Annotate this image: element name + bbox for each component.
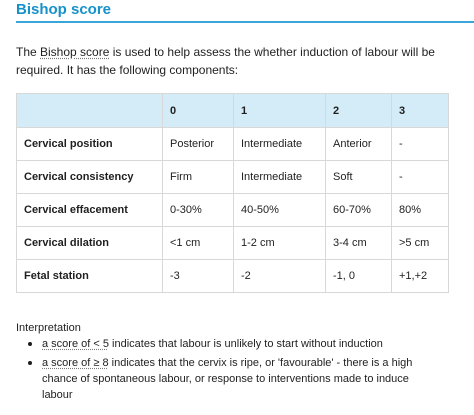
bishop-score-table: 0 1 2 3 Cervical position Posterior Inte… <box>16 93 449 293</box>
interpretation-list: a score of < 5 indicates that labour is … <box>16 336 440 406</box>
table-cell: Posterior <box>162 127 234 161</box>
header-cell-score-2: 2 <box>325 93 392 128</box>
table-cell: <1 cm <box>162 226 234 260</box>
score-8-plus-link[interactable]: a score of ≥ 8 <box>42 357 109 369</box>
row-label: Cervical consistency <box>16 160 163 194</box>
interpretation-heading: Interpretation <box>16 322 81 334</box>
title-divider <box>16 21 474 23</box>
table-row: Cervical position Posterior Intermediate… <box>16 127 449 161</box>
table-cell: +1,+2 <box>391 259 449 293</box>
intro-text-after: is used to help assess the whether induc… <box>16 45 435 77</box>
table-cell: Soft <box>325 160 392 194</box>
header-cell-score-0: 0 <box>162 93 234 128</box>
header-cell-score-1: 1 <box>233 93 326 128</box>
list-item-text: indicates that labour is unlikely to sta… <box>108 338 383 350</box>
table-row: Fetal station -3 -2 -1, 0 +1,+2 <box>16 259 449 293</box>
table-cell: - <box>391 127 449 161</box>
table-cell: 80% <box>391 193 449 227</box>
section-title: Bishop score <box>16 1 112 18</box>
list-item: a score of < 5 indicates that labour is … <box>16 336 440 352</box>
table-cell: 3-4 cm <box>325 226 392 260</box>
table-cell: -3 <box>162 259 234 293</box>
intro-paragraph: The Bishop score is used to help assess … <box>16 43 446 79</box>
list-item-text: indicates that the cervix is ripe, or 'f… <box>42 357 413 401</box>
bishop-score-link[interactable]: Bishop score <box>40 45 110 59</box>
row-label: Cervical dilation <box>16 226 163 260</box>
table-header-row: 0 1 2 3 <box>16 93 449 128</box>
table-cell: Anterior <box>325 127 392 161</box>
score-under-5-link[interactable]: a score of < 5 <box>42 338 109 350</box>
table-cell: 1-2 cm <box>233 226 326 260</box>
table-cell: Firm <box>162 160 234 194</box>
table-cell: -1, 0 <box>325 259 392 293</box>
table-row: Cervical dilation <1 cm 1-2 cm 3-4 cm >5… <box>16 226 449 260</box>
row-label: Cervical position <box>16 127 163 161</box>
table-row: Cervical consistency Firm Intermediate S… <box>16 160 449 194</box>
bullet-icon <box>28 342 32 346</box>
header-cell-blank <box>16 93 163 128</box>
table-row: Cervical effacement 0-30% 40-50% 60-70% … <box>16 193 449 227</box>
row-label: Fetal station <box>16 259 163 293</box>
table-cell: 0-30% <box>162 193 234 227</box>
row-label: Cervical effacement <box>16 193 163 227</box>
table-cell: -2 <box>233 259 326 293</box>
table-cell: >5 cm <box>391 226 449 260</box>
list-item: a score of ≥ 8 indicates that the cervix… <box>16 355 440 403</box>
intro-text-before: The <box>16 45 41 59</box>
table-cell: 60-70% <box>325 193 392 227</box>
table-cell: 40-50% <box>233 193 326 227</box>
header-cell-score-3: 3 <box>391 93 449 128</box>
table-cell: Intermediate <box>233 160 326 194</box>
table-cell: Intermediate <box>233 127 326 161</box>
bullet-icon <box>28 361 32 365</box>
table-cell: - <box>391 160 449 194</box>
